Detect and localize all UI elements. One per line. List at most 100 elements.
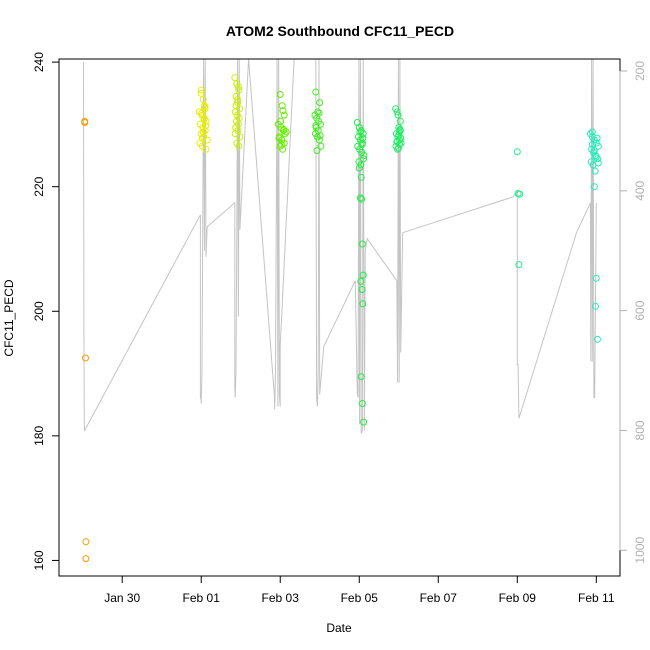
data-point	[591, 167, 599, 175]
data-point	[588, 128, 596, 136]
x-tick-label: Feb 11	[578, 591, 615, 605]
data-point	[277, 117, 285, 125]
data-point	[515, 261, 523, 269]
data-point	[394, 111, 402, 119]
y2-tick-label: 400	[633, 180, 647, 200]
data-point	[82, 555, 90, 563]
data-point	[593, 134, 601, 142]
data-point	[279, 145, 287, 153]
data-point	[393, 108, 401, 116]
data-point	[396, 140, 404, 148]
data-point	[200, 115, 208, 123]
data-point	[360, 152, 368, 159]
data-point	[594, 335, 601, 343]
data-point	[81, 117, 89, 125]
data-point	[312, 88, 320, 96]
data-point	[313, 147, 321, 155]
data-point	[235, 142, 243, 150]
data-point	[231, 74, 239, 82]
data-point	[594, 155, 601, 163]
x-tick-label: Jan 30	[104, 591, 140, 605]
y-axis: 160 180 200 220 240	[32, 52, 60, 570]
y2-tick-label: 800	[633, 420, 647, 440]
data-point	[516, 190, 524, 198]
data-point	[360, 155, 368, 163]
x-axis: Jan 30 Feb 01 Feb 03 Feb 05 Feb 07 Feb 09 Feb …	[104, 575, 615, 605]
data-point	[82, 538, 90, 546]
data-point	[395, 131, 403, 139]
data-point	[236, 133, 244, 141]
y2-tick-label: 600	[633, 300, 647, 320]
data-point	[197, 86, 205, 94]
data-point	[279, 107, 287, 115]
data-point	[315, 136, 323, 144]
x-tick-label: Feb 01	[183, 591, 221, 605]
data-point	[197, 89, 205, 97]
data-point	[202, 122, 210, 130]
data-point	[202, 117, 210, 125]
data-point	[280, 125, 288, 133]
data-point	[234, 83, 242, 91]
data-point	[82, 354, 89, 362]
data-point	[234, 96, 242, 103]
data-point	[394, 144, 402, 152]
data-point	[358, 240, 366, 248]
data-point	[358, 286, 366, 293]
data-point	[316, 99, 324, 107]
data-point	[278, 102, 286, 110]
data-point	[360, 418, 368, 426]
data-point	[280, 111, 288, 119]
data-point	[357, 277, 365, 285]
y-tick-label: 180	[32, 426, 46, 446]
data-point	[317, 142, 325, 150]
data-point	[315, 109, 323, 117]
x-tick-label: Feb 03	[262, 591, 300, 605]
data-point	[356, 128, 364, 136]
y-tick-label: 240	[32, 52, 46, 72]
x-axis-label: Date	[326, 621, 352, 635]
data-point	[594, 159, 602, 167]
data-point	[355, 164, 363, 172]
data-point	[232, 102, 240, 110]
data-point	[198, 134, 206, 142]
data-point	[592, 302, 599, 310]
y-tick-label: 200	[32, 301, 46, 321]
data-point	[312, 122, 320, 130]
data-point	[590, 147, 598, 155]
points-layer	[81, 74, 602, 563]
chart-title: ATOM2 Southbound CFC11_PECD	[226, 23, 454, 39]
y2-tick-label: 200	[633, 61, 647, 81]
y-tick-label: 160	[32, 550, 46, 570]
data-point	[281, 130, 289, 138]
x-tick-label: Feb 05	[341, 591, 379, 605]
data-point	[198, 109, 206, 117]
data-point	[358, 400, 366, 407]
data-point	[358, 195, 366, 203]
data-point	[200, 103, 208, 111]
data-point	[359, 271, 367, 279]
data-point	[202, 145, 210, 153]
data-point	[359, 300, 367, 308]
data-point	[592, 274, 600, 282]
data-point	[203, 136, 211, 144]
data-point	[235, 86, 243, 94]
data-point	[357, 373, 365, 381]
data-point	[275, 134, 283, 142]
data-point	[231, 130, 239, 138]
data-point	[199, 96, 207, 103]
data-point	[396, 117, 404, 125]
data-point	[592, 153, 600, 161]
data-point	[588, 140, 596, 148]
data-point	[356, 194, 364, 202]
y-axis-label: CFC11_PECD	[2, 279, 16, 356]
data-point	[277, 140, 285, 148]
y2-axis: 200 400 600 800 1000	[619, 61, 647, 564]
data-point	[276, 91, 284, 98]
x-tick-label: Feb 09	[499, 591, 537, 605]
y-tick-label: 220	[32, 176, 46, 196]
x-tick-label: Feb 07	[420, 591, 458, 605]
data-point	[316, 132, 324, 140]
data-point	[357, 173, 365, 181]
